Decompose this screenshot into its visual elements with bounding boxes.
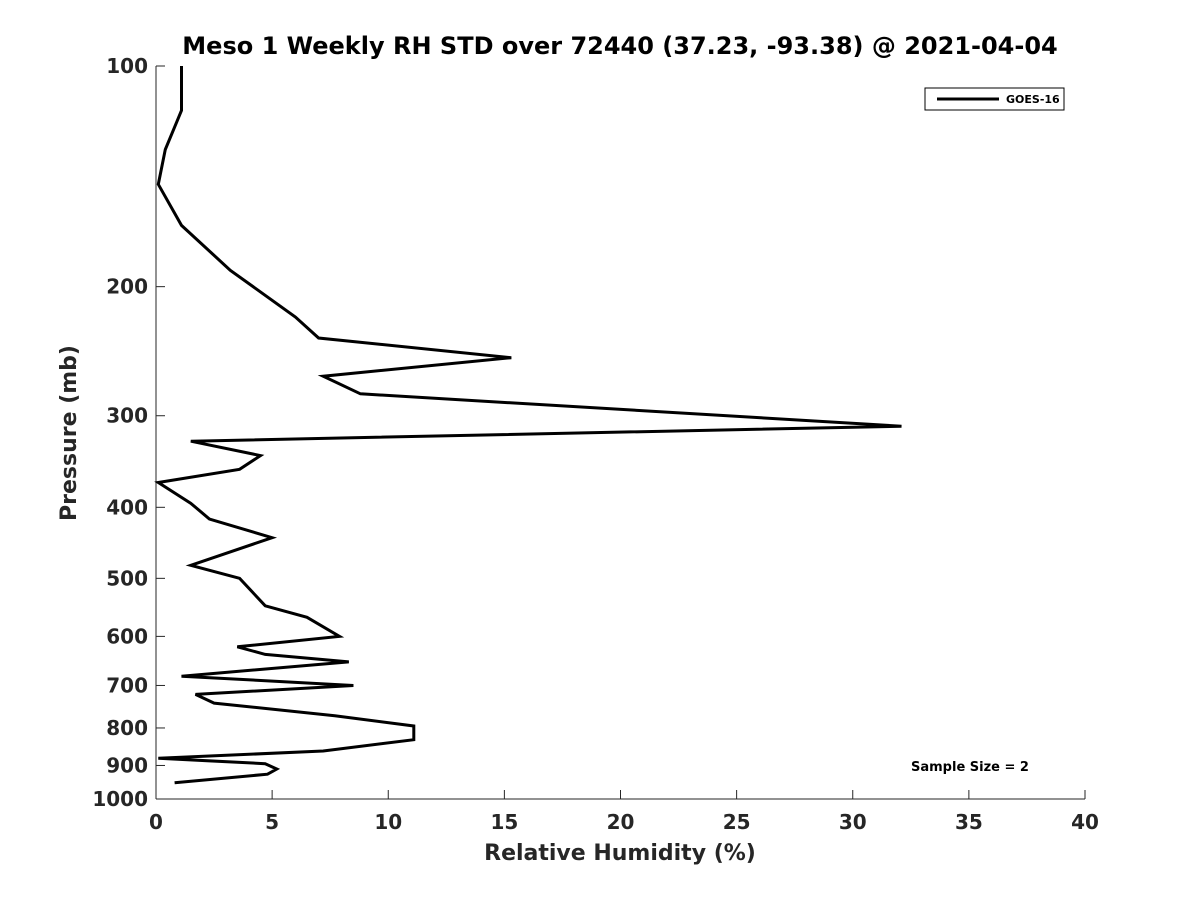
x-tick-label: 35	[955, 810, 983, 834]
x-axis-label: Relative Humidity (%)	[484, 841, 756, 866]
x-axis-ticks: 0 5 10 15 20 25 30 35 40	[149, 790, 1099, 834]
y-tick-label: 300	[106, 404, 148, 428]
x-tick-label: 20	[607, 810, 635, 834]
y-tick-label: 100	[106, 54, 148, 78]
series-group	[154, 66, 902, 785]
legend-label: GOES-16	[1006, 93, 1060, 106]
series-line-goes-16	[154, 66, 902, 785]
x-tick-label: 10	[374, 810, 402, 834]
x-tick-label: 30	[839, 810, 867, 834]
x-tick-label: 15	[490, 810, 518, 834]
x-tick-label: 40	[1071, 810, 1099, 834]
y-tick-label: 400	[106, 495, 148, 519]
sample-size-annotation: Sample Size = 2	[911, 760, 1029, 775]
x-tick-label: 5	[265, 810, 279, 834]
y-axis-label: Pressure (mb)	[57, 345, 82, 521]
y-tick-label: 1000	[92, 787, 148, 811]
x-tick-label: 25	[723, 810, 751, 834]
y-axis-ticks: 100 200 300 400 500 600 700 800 900 1000	[92, 54, 165, 811]
y-tick-label: 200	[106, 275, 148, 299]
y-tick-label: 900	[106, 753, 148, 777]
y-tick-label: 500	[106, 566, 148, 590]
x-tick-label: 0	[149, 810, 163, 834]
y-tick-label: 700	[106, 673, 148, 697]
y-tick-label: 600	[106, 624, 148, 648]
legend: GOES-16	[924, 87, 1065, 111]
y-tick-label: 800	[106, 716, 148, 740]
chart-title: Meso 1 Weekly RH STD over 72440 (37.23, …	[182, 32, 1057, 60]
